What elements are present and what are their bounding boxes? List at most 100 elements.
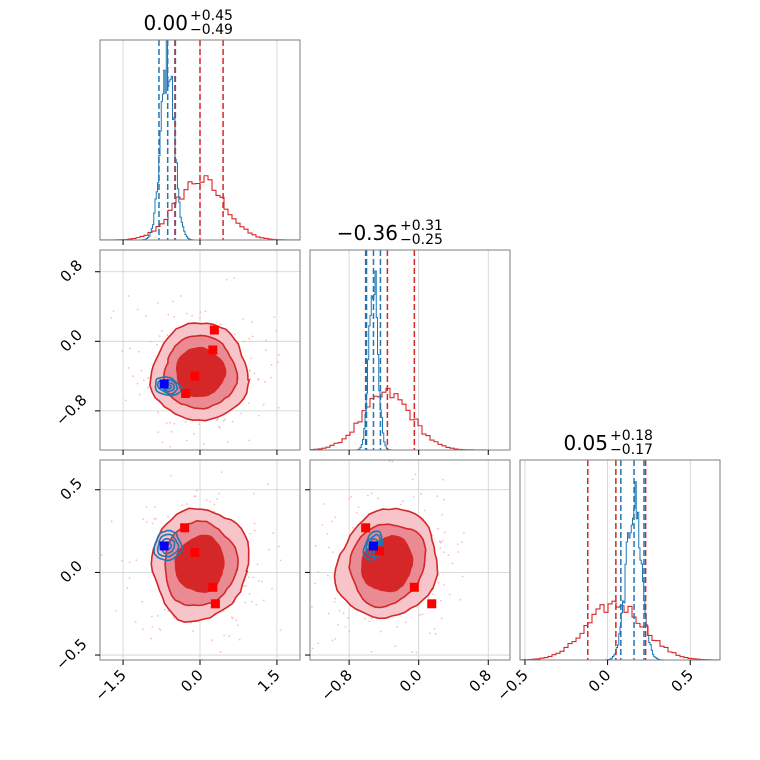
sample-point <box>279 559 282 562</box>
y-tick-label: −0.8 <box>52 391 90 429</box>
sample-point <box>411 651 414 654</box>
sample-point <box>249 532 251 535</box>
scatter-content <box>279 460 465 713</box>
sample-point <box>268 548 270 551</box>
sample-point <box>223 418 226 421</box>
sample-point <box>391 460 394 463</box>
red-marker <box>361 523 371 533</box>
sample-point <box>235 619 238 622</box>
sample-point <box>150 637 153 640</box>
sample-point <box>440 513 443 516</box>
blue-contour <box>365 533 382 558</box>
sample-point <box>257 580 260 582</box>
sample-point <box>448 593 451 596</box>
axes-frame <box>519 459 721 661</box>
sample-point <box>165 422 168 425</box>
red-marker <box>209 325 219 335</box>
sample-point <box>248 576 250 579</box>
y-tick-label: 0.0 <box>56 557 86 587</box>
sample-point <box>228 635 230 637</box>
sample-point <box>199 317 201 319</box>
sample-point <box>338 609 341 612</box>
red-histogram <box>310 387 510 450</box>
histogram-panel-0: 0.00 +0.45−0.49 <box>99 8 301 245</box>
sample-point <box>358 711 360 713</box>
sample-point <box>461 541 463 543</box>
panel-title-plus: +0.31 <box>400 218 443 234</box>
sample-point <box>167 313 170 316</box>
sample-point <box>247 402 250 405</box>
sample-point <box>262 599 265 602</box>
scatter-panel-1-2: −0.8 0.0 0.8 <box>279 459 511 713</box>
sample-point <box>110 317 113 319</box>
x-tick-label: 0.0 <box>396 666 426 696</box>
sample-point <box>331 639 334 642</box>
x-tick-label: 0.0 <box>585 666 615 696</box>
sample-point <box>147 377 149 380</box>
sample-point <box>457 551 460 553</box>
sample-point <box>278 545 280 548</box>
sample-point <box>368 620 371 623</box>
sample-point <box>411 478 414 481</box>
sample-point <box>306 532 308 534</box>
sample-point <box>124 399 127 402</box>
sample-point <box>233 277 236 279</box>
sample-point <box>436 495 439 498</box>
blue-marker <box>159 541 169 551</box>
scatter-content <box>110 277 280 492</box>
sample-point <box>404 621 407 624</box>
sample-point <box>127 366 130 369</box>
sample-point <box>342 612 345 615</box>
blue-marker <box>368 541 378 551</box>
sample-point <box>186 503 188 505</box>
sample-point <box>180 721 182 723</box>
sample-point <box>334 516 337 519</box>
sample-point <box>344 625 347 628</box>
sample-point <box>331 520 334 523</box>
sample-point <box>355 511 358 514</box>
sample-point <box>185 312 188 315</box>
histogram-panel-1: −0.36 +0.31−0.25 <box>309 218 511 455</box>
histogram-content <box>310 250 510 450</box>
blue-histogram <box>520 481 720 660</box>
sample-point <box>169 421 172 424</box>
panel-title-value: −0.36 <box>337 221 398 245</box>
sample-point <box>414 473 417 476</box>
sample-point <box>195 489 198 492</box>
blue-histogram <box>310 270 510 450</box>
sample-point <box>415 651 418 654</box>
sample-point <box>129 347 131 350</box>
sample-point <box>184 420 187 423</box>
sample-point <box>163 608 166 611</box>
red-marker <box>190 371 200 381</box>
sample-point <box>110 520 113 523</box>
panel-title-minus: −0.25 <box>400 232 443 248</box>
red-marker <box>181 388 191 398</box>
sample-point <box>155 517 157 520</box>
sample-point <box>442 478 444 481</box>
sample-point <box>154 506 156 508</box>
sample-point <box>145 506 148 508</box>
histogram-panel-2: −0.5 0.0 0.5 0.05 +0.18−0.17 <box>493 428 721 705</box>
sample-point <box>331 551 334 554</box>
sample-point <box>290 573 292 575</box>
sample-point <box>305 555 307 557</box>
sample-point <box>279 629 282 632</box>
sample-point <box>279 593 281 595</box>
red-histogram <box>100 175 300 240</box>
sample-point <box>112 310 115 313</box>
sample-point <box>251 321 253 324</box>
sample-point <box>216 418 219 421</box>
sample-point <box>434 632 437 635</box>
red-histogram <box>520 600 720 660</box>
sample-point <box>150 615 153 618</box>
sample-point <box>215 490 217 492</box>
sample-point <box>322 503 325 505</box>
sample-point <box>277 361 279 364</box>
red-marker <box>409 582 419 592</box>
sample-point <box>219 323 222 326</box>
sample-point <box>443 531 446 534</box>
sample-point <box>440 617 443 620</box>
panel-title-value: 0.00 <box>143 11 188 35</box>
